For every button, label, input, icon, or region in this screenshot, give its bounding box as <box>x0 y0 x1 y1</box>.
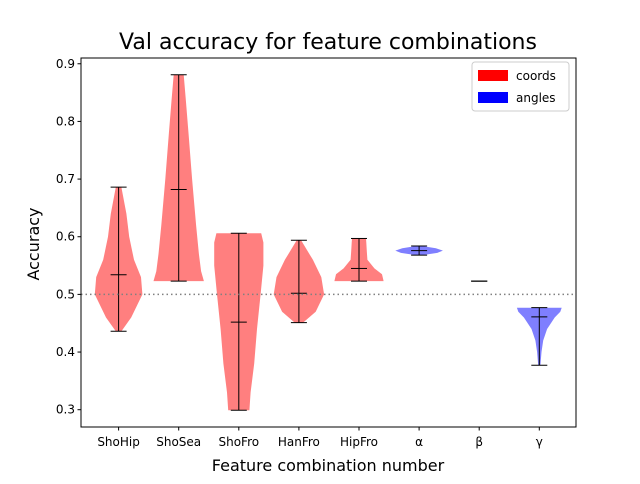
legend-label: coords <box>516 69 556 83</box>
y-tick-label: 0.7 <box>56 172 75 186</box>
violin-layer <box>94 74 562 411</box>
y-tick-label: 0.8 <box>56 114 75 128</box>
x-tick-label: ShoHip <box>97 435 140 449</box>
violin-3 <box>214 232 264 411</box>
x-tick-label: β <box>475 435 483 449</box>
x-axis-title: Feature combination number <box>212 456 445 475</box>
plot-area-frame <box>80 57 577 428</box>
y-tick-label: 0.6 <box>56 230 75 244</box>
x-tick-label: ShoSea <box>156 435 201 449</box>
y-tick-label: 0.4 <box>56 345 75 359</box>
x-tick-label: α <box>415 435 423 449</box>
x-axis-ticks: ShoHip ShoSea ShoFro HanFro HipFro α β γ <box>97 427 543 449</box>
y-tick-label: 0.3 <box>56 403 75 417</box>
violin-8 <box>516 307 562 366</box>
violin-5 <box>334 237 384 282</box>
legend-swatch <box>478 92 508 103</box>
y-axis-ticks: 0.3 0.4 0.5 0.6 0.7 0.8 0.9 <box>56 57 81 417</box>
violin-6 <box>395 245 443 256</box>
violin-2 <box>153 74 204 282</box>
legend-items: coords angles <box>478 69 556 105</box>
x-tick-label: HipFro <box>340 435 378 449</box>
x-tick-label: ShoFro <box>218 435 259 449</box>
violin-1 <box>94 186 143 332</box>
chart-title: Val accuracy for feature combinations <box>119 30 537 55</box>
y-tick-label: 0.5 <box>56 287 75 301</box>
y-tick-label: 0.9 <box>56 57 75 71</box>
legend-label: angles <box>516 91 556 105</box>
legend-swatch <box>478 70 508 81</box>
violin-4 <box>273 239 325 324</box>
y-axis-title: Accuracy <box>24 207 43 280</box>
x-tick-label: HanFro <box>278 435 320 449</box>
x-tick-label: γ <box>536 435 543 449</box>
legend: coords angles <box>471 61 570 112</box>
